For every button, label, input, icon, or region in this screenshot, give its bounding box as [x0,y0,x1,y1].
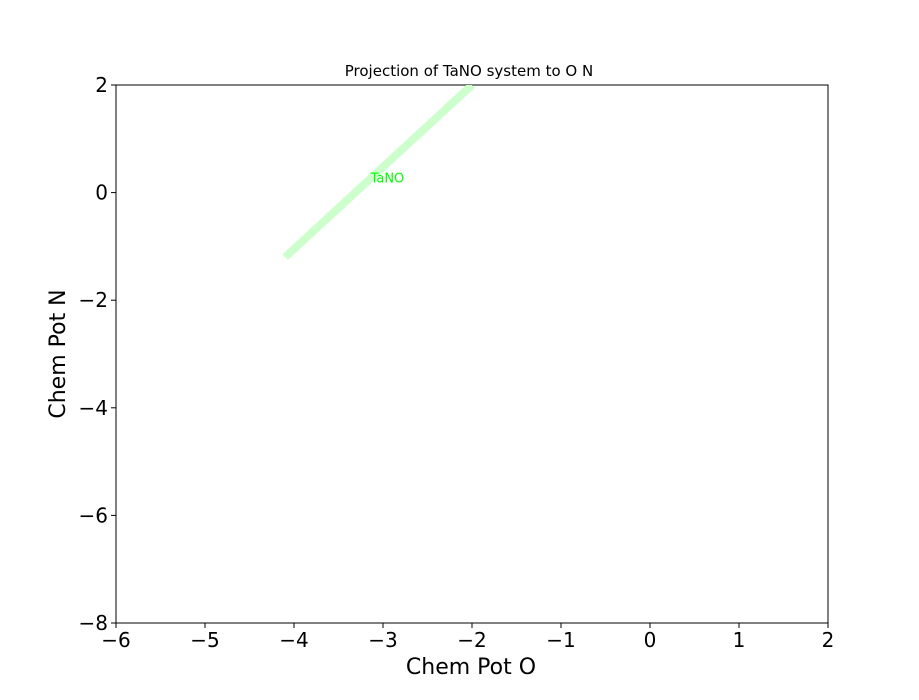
x-tick-label: −1 [546,628,575,652]
y-tick-label: −8 [79,611,108,635]
x-axis: −6 −5 −4 −3 −2 −1 0 1 2 [101,623,834,652]
x-axis-label: Chem Pot O [406,655,536,680]
x-tick-label: −6 [101,628,130,652]
x-tick-label: −4 [279,628,308,652]
plot-frame [115,84,829,624]
y-tick-label: 0 [95,181,108,205]
x-tick-label: −2 [457,628,486,652]
annotation-label: TaNO [370,172,405,187]
y-axis: −8 −6 −4 −2 0 2 [79,73,116,635]
series-line-0 [282,85,475,261]
y-axis-label: Chem Pot N [46,289,71,418]
y-tick-label: 2 [95,73,108,97]
annotation-layer: TaNO [370,172,405,187]
x-tick-label: 2 [822,628,835,652]
y-tick-label: −6 [79,503,108,527]
plot-area: TaNO [115,84,829,624]
series-layer [282,85,475,261]
y-tick-label: −4 [79,396,108,420]
chart-title: Projection of TaNO system to O N [345,62,593,80]
x-tick-label: −3 [368,628,397,652]
y-tick-label: −2 [79,288,108,312]
x-tick-label: 0 [644,628,657,652]
x-tick-label: 1 [733,628,746,652]
x-tick-label: −5 [190,628,219,652]
